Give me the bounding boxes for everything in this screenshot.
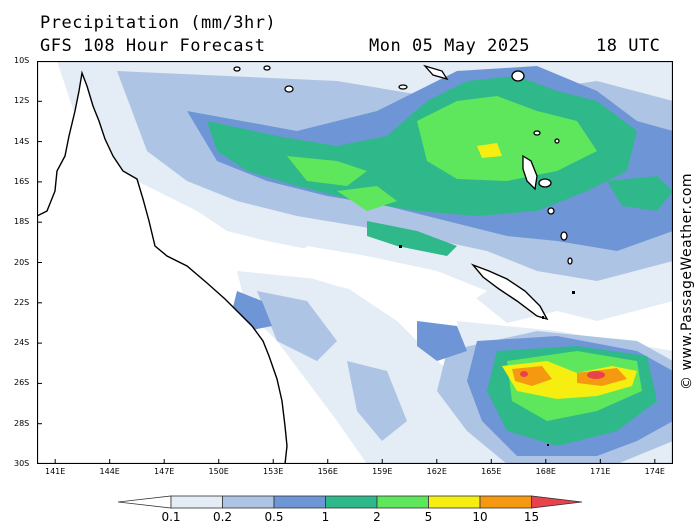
legend-swatch (118, 495, 172, 509)
lat-label: 28S (14, 418, 30, 428)
lat-label: 30S (14, 459, 30, 468)
legend-colorbar (118, 495, 582, 509)
legend-label: 0.2 (212, 510, 233, 524)
lat-label: 14S (14, 136, 30, 146)
legend-label: 0.5 (264, 510, 284, 524)
lon-label: 156E (317, 467, 338, 476)
legend-swatch (273, 495, 326, 509)
legend-swatch (222, 495, 275, 509)
legend-swatch (531, 495, 582, 509)
legend-label: 15 (523, 510, 540, 524)
lon-label: 141E (44, 467, 66, 476)
lat-label: 12S (14, 96, 30, 106)
lon-label: 171E (590, 467, 611, 476)
axis-ticks (37, 61, 656, 464)
lon-label: 150E (208, 467, 229, 476)
forecast-date: Mon 05 May 2025 (369, 36, 531, 56)
lon-label: 147E (154, 467, 175, 476)
lat-label: 16S (14, 176, 30, 186)
lat-label: 18S (14, 217, 30, 227)
lat-label: 22S (14, 297, 30, 307)
lat-label: 10S (14, 56, 30, 65)
watermark-text: © www.PassageWeather.com (679, 172, 695, 390)
lon-label: 153E (263, 467, 284, 476)
lon-label: 174E (644, 467, 665, 476)
australia-land (37, 70, 288, 464)
legend-swatch (325, 495, 378, 509)
lon-label: 162E (426, 467, 447, 476)
legend-swatch (376, 495, 429, 509)
new-caledonia (470, 263, 549, 321)
legend-label: 1 (321, 510, 330, 524)
lat-label: 26S (14, 378, 30, 388)
legend-swatch (428, 495, 481, 509)
legend-label: 10 (472, 510, 488, 524)
lon-label: 165E (481, 467, 502, 476)
lat-label: 20S (14, 257, 30, 267)
legend-label: 2 (373, 510, 381, 524)
lat-label: 24S (14, 338, 30, 348)
forecast-label: GFS 108 Hour Forecast (40, 36, 266, 56)
forecast-time: 18 UTC (596, 36, 661, 56)
legend-label: 0.1 (161, 510, 181, 524)
reef-marks (399, 245, 575, 446)
lon-label: 159E (372, 467, 393, 476)
precipitation-map (37, 61, 673, 464)
solomon-islands (233, 64, 449, 93)
map-title: Precipitation (mm/3hr) (40, 13, 277, 33)
precip-15-areas (520, 371, 605, 379)
legend-label: 5 (424, 510, 433, 524)
legend-swatch (479, 495, 532, 509)
legend-swatch (170, 495, 223, 509)
lon-label: 168E (535, 467, 556, 476)
lon-label: 144E (99, 467, 120, 476)
vanuatu-islands (511, 70, 573, 265)
